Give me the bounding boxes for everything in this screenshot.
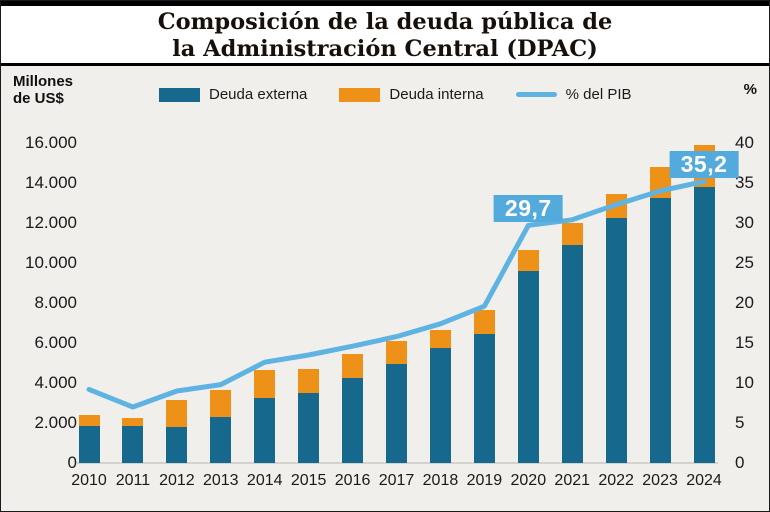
bar-2012-interna <box>166 400 188 427</box>
right-axis-tick-0: 0 <box>735 453 745 472</box>
right-axis-tick-10: 10 <box>735 373 754 392</box>
title-band: Composición de la deuda pública de la Ad… <box>1 6 769 63</box>
x-axis-baseline <box>77 462 719 464</box>
top-border-bar <box>1 1 769 6</box>
bar-2016-interna <box>342 354 364 378</box>
chart-legend: Deuda externa Deuda interna % del PIB <box>159 86 632 103</box>
bar-2021-externa <box>561 245 583 463</box>
x-axis-label-2016: 2016 <box>334 472 371 489</box>
bar-2020-externa <box>517 270 539 463</box>
legend-label: Deuda interna <box>389 86 484 103</box>
left-axis-tick-14.000: 14.000 <box>25 173 77 192</box>
pib-value-callout-2020: 29,7 <box>493 195 563 223</box>
bar-2014-interna <box>254 369 276 398</box>
x-axis-label-2014: 2014 <box>246 472 283 489</box>
pib-line-swatch-icon <box>515 92 557 97</box>
bar-2012-externa <box>166 427 188 463</box>
x-axis-label-2012: 2012 <box>159 472 195 489</box>
bar-2018-interna <box>429 329 451 348</box>
right-axis-tick-5: 5 <box>735 413 745 432</box>
right-axis-tick-40: 40 <box>735 133 754 152</box>
left-axis-tick-8.000: 8.000 <box>34 293 77 312</box>
x-axis-label-2011: 2011 <box>115 472 151 489</box>
bar-2016-externa <box>342 378 364 463</box>
legend-label: % del PIB <box>565 86 632 103</box>
pib-line-chart <box>86 178 707 410</box>
right-axis-unit-label: % <box>743 81 757 98</box>
x-axis-label-2022: 2022 <box>598 472 634 489</box>
legend-item-3: % del PIB <box>515 86 632 103</box>
bar-2019-interna <box>473 310 495 334</box>
bar-2014-externa <box>254 398 276 463</box>
legend-item-2: Deuda interna <box>339 86 484 103</box>
bar-2010-externa <box>78 425 100 463</box>
left-axis-tick-10.000: 10.000 <box>25 253 77 272</box>
left-axis-tick-16.000: 16.000 <box>25 133 77 152</box>
x-axis-label-2017: 2017 <box>378 472 415 489</box>
right-axis-tick-20: 20 <box>735 293 754 312</box>
right-axis-tick-35: 35 <box>735 173 754 192</box>
right-axis-tick-25: 25 <box>735 253 754 272</box>
bar-2010-interna <box>78 414 100 426</box>
right-axis-tick-15: 15 <box>735 333 754 352</box>
x-axis-label-2020: 2020 <box>510 472 547 489</box>
x-axis-label-2021: 2021 <box>554 472 591 489</box>
x-axis-label-2019: 2019 <box>466 472 503 489</box>
bar-2023-externa <box>649 198 671 463</box>
externa-swatch-icon <box>159 87 200 102</box>
bar-2011-interna <box>122 418 144 427</box>
page-title-line2: la Administración Central (DPAC) <box>172 36 598 62</box>
bar-2021-interna <box>561 223 583 246</box>
left-axis-tick-6.000: 6.000 <box>34 333 77 352</box>
left-axis-tick-12.000: 12.000 <box>25 213 77 232</box>
x-axis-label-2010: 2010 <box>71 472 107 489</box>
left-axis-tick-4.000: 4.000 <box>34 373 77 392</box>
x-axis-label-2023: 2023 <box>642 472 678 489</box>
x-axis-label-2015: 2015 <box>290 472 327 489</box>
x-axis-label-2024: 2024 <box>686 472 722 489</box>
bar-2015-externa <box>298 393 320 463</box>
bar-2013-interna <box>210 389 232 418</box>
left-axis-unit-line1: Millones <box>13 73 74 90</box>
chart-area: Millones de US$ % Deuda externa Deuda int… <box>1 66 769 511</box>
right-axis-tick-30: 30 <box>735 213 754 232</box>
bar-2024-externa <box>693 187 715 463</box>
plot-region: 16.000 14.000 12.000 10.000 8.000 6.000 4.000 2… <box>1 66 769 511</box>
left-axis-unit-label: Millones de US$ <box>13 73 73 107</box>
x-axis-label-2018: 2018 <box>422 472 459 489</box>
bar-2018-externa <box>429 348 451 463</box>
legend-item-1: Deuda externa <box>159 86 307 103</box>
bar-2011-externa <box>122 426 144 463</box>
left-axis-tick-2.000: 2.000 <box>34 413 77 432</box>
bar-2019-externa <box>473 333 495 463</box>
title-separator-rule <box>1 63 769 66</box>
page-title-line1: Composición de la deuda pública de <box>157 9 613 35</box>
bar-2017-externa <box>386 363 407 463</box>
interna-swatch-icon <box>339 87 381 102</box>
bar-2022-externa <box>605 217 627 463</box>
pib-value-callout-2024: 35,2 <box>669 151 739 179</box>
bar-2020-interna <box>517 249 539 271</box>
legend-label: Deuda externa <box>209 86 308 103</box>
x-axis-label-2013: 2013 <box>202 472 239 489</box>
left-axis-tick-0: 0 <box>67 453 77 472</box>
pib-line-path <box>86 178 707 410</box>
left-axis-unit-line2: de US$ <box>13 90 64 107</box>
bar-2013-externa <box>210 417 232 463</box>
bar-2017-interna <box>386 340 407 364</box>
bar-2015-interna <box>298 369 320 393</box>
